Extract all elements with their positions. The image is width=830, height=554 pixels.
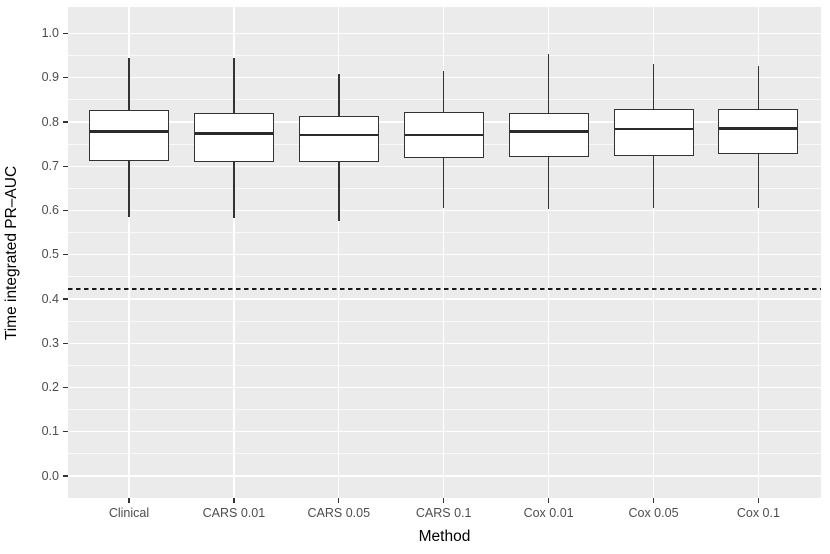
box-cars-0-01 bbox=[193, 112, 274, 163]
gridline-minor bbox=[68, 364, 821, 366]
y-tick-label: 0.4 bbox=[41, 291, 59, 306]
median-line bbox=[194, 132, 273, 136]
gridline-minor bbox=[68, 453, 821, 455]
gridline-vertical bbox=[128, 7, 130, 498]
gridline-minor bbox=[68, 55, 821, 57]
gridline-major bbox=[68, 165, 821, 167]
x-tick-label: Cox 0.05 bbox=[628, 506, 679, 520]
y-axis-tick bbox=[63, 475, 68, 477]
gridline-vertical bbox=[233, 7, 235, 498]
whisker-lower bbox=[338, 161, 340, 222]
whisker-lower bbox=[233, 162, 235, 219]
box-cox-0-1 bbox=[718, 108, 799, 155]
gridline-major bbox=[68, 209, 821, 212]
gridline-vertical bbox=[547, 7, 550, 498]
gridline-major bbox=[68, 77, 821, 79]
x-axis-tick bbox=[757, 498, 760, 503]
gridline-minor bbox=[68, 409, 821, 411]
box-clinical bbox=[89, 110, 169, 161]
whisker-lower bbox=[547, 157, 550, 209]
x-tick-label: CARS 0.05 bbox=[307, 506, 371, 520]
whisker-upper bbox=[338, 74, 340, 116]
y-axis-tick bbox=[63, 298, 68, 300]
y-tick-label: 1.0 bbox=[41, 26, 59, 40]
whisker-upper bbox=[652, 64, 655, 110]
whisker-upper bbox=[128, 57, 130, 111]
y-tick-label: 0.8 bbox=[41, 114, 59, 129]
whisker-upper bbox=[547, 54, 550, 113]
y-axis-tick bbox=[63, 209, 68, 212]
x-tick-label: Cox 0.1 bbox=[736, 506, 780, 520]
y-axis-tick bbox=[63, 77, 68, 79]
median-line bbox=[299, 133, 378, 137]
gridline-vertical bbox=[757, 7, 760, 498]
plot-panel bbox=[68, 7, 821, 498]
y-axis-title: Time integrated PR–AUC bbox=[3, 165, 20, 341]
y-axis-tick bbox=[63, 431, 68, 433]
gridline-minor bbox=[68, 320, 821, 322]
y-axis-tick bbox=[63, 32, 68, 35]
x-axis-tick bbox=[547, 498, 550, 503]
gridline-major bbox=[68, 298, 821, 300]
gridline-major bbox=[68, 386, 821, 389]
y-tick-label: 0.1 bbox=[41, 424, 59, 439]
y-tick-label: 0.5 bbox=[41, 247, 59, 262]
whisker-upper bbox=[757, 66, 760, 109]
y-axis-tick bbox=[63, 121, 68, 123]
y-axis-tick bbox=[63, 386, 68, 389]
gridline-minor bbox=[68, 232, 821, 234]
x-axis-title: Method bbox=[418, 528, 471, 545]
gridline-major bbox=[68, 431, 821, 433]
gridline-vertical bbox=[652, 7, 655, 498]
gridline-minor bbox=[68, 99, 821, 101]
x-axis-tick bbox=[128, 498, 130, 503]
whisker-lower bbox=[128, 160, 130, 218]
whisker-lower bbox=[442, 157, 445, 209]
y-axis-tick bbox=[63, 342, 68, 344]
x-tick-label: Clinical bbox=[108, 506, 150, 520]
gridline-vertical bbox=[443, 7, 445, 498]
y-tick-label: 0.3 bbox=[41, 335, 59, 350]
median-line bbox=[509, 130, 588, 133]
median-line bbox=[719, 127, 798, 130]
y-tick-label: 0.2 bbox=[41, 380, 59, 394]
gridline-vertical bbox=[338, 7, 340, 498]
box-cars-0-05 bbox=[298, 115, 379, 162]
y-axis-tick bbox=[63, 165, 68, 167]
y-tick-label: 0.0 bbox=[41, 468, 59, 483]
gridline-major bbox=[68, 254, 821, 256]
y-axis-tick bbox=[63, 254, 68, 256]
gridline-major bbox=[68, 342, 821, 344]
x-tick-label: CARS 0.01 bbox=[202, 506, 266, 520]
gridline-major bbox=[68, 32, 821, 35]
whisker-lower bbox=[757, 154, 760, 209]
box-cars-0-1 bbox=[403, 111, 484, 158]
median-line bbox=[90, 130, 168, 133]
reference-line bbox=[68, 288, 821, 291]
gridline-major bbox=[68, 475, 821, 477]
x-tick-label: CARS 0.1 bbox=[415, 506, 472, 520]
x-axis-tick bbox=[338, 498, 340, 503]
gridline-minor bbox=[68, 276, 821, 278]
median-line bbox=[614, 127, 693, 131]
x-axis-tick bbox=[443, 498, 445, 503]
y-tick-label: 0.7 bbox=[41, 158, 59, 173]
box-cox-0-01 bbox=[508, 112, 589, 158]
box-cox-0-05 bbox=[613, 109, 694, 156]
whisker-upper bbox=[442, 70, 445, 112]
whisker-lower bbox=[652, 155, 655, 209]
gridline-minor bbox=[68, 187, 821, 189]
whisker-upper bbox=[233, 57, 235, 113]
y-tick-label: 0.6 bbox=[41, 203, 59, 217]
y-tick-label: 0.9 bbox=[41, 70, 59, 85]
x-axis-tick bbox=[233, 498, 235, 503]
median-line bbox=[404, 133, 483, 137]
x-tick-label: Cox 0.01 bbox=[523, 506, 574, 520]
x-axis-tick bbox=[652, 498, 655, 503]
